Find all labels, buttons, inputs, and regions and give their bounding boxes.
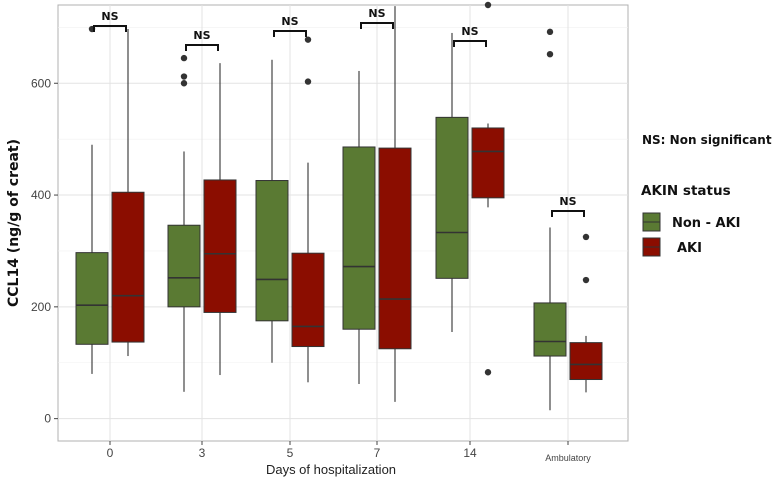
significance-bracket: NS — [551, 195, 585, 217]
outlier-point — [484, 369, 492, 376]
box-non-aki — [435, 32, 469, 332]
significance-label: NS — [101, 10, 118, 23]
significance-bracket: NS — [93, 10, 127, 32]
box-aki — [378, 6, 412, 402]
bracket-line — [93, 25, 127, 32]
box-iqr — [255, 180, 289, 322]
box-series — [75, 1, 603, 411]
box-iqr — [342, 146, 376, 330]
significance-note: NS: Non significant — [642, 133, 772, 147]
significance-bracket: NS — [185, 29, 219, 51]
bracket-line — [273, 30, 307, 37]
box-aki — [569, 233, 603, 393]
box-iqr — [569, 342, 603, 381]
box-aki — [203, 63, 237, 376]
outlier-point — [582, 276, 590, 284]
outlier-point — [546, 50, 554, 58]
outlier-point — [582, 233, 590, 241]
bracket-line — [453, 40, 487, 47]
outlier-point — [484, 1, 492, 9]
y-tick-label: 400 — [31, 188, 51, 202]
y-tick-label: 600 — [31, 76, 51, 90]
box-iqr — [111, 191, 145, 343]
box-non-aki — [255, 59, 289, 363]
box-iqr — [167, 224, 201, 308]
significance-label: NS — [193, 29, 210, 42]
legend-key-aki: AKI — [642, 237, 702, 257]
box-non-aki — [342, 70, 376, 384]
x-tick-label: 3 — [199, 446, 206, 460]
x-tick-label: 14 — [463, 446, 477, 460]
significance-bracket: NS — [360, 7, 394, 29]
legend-key-non-aki: Non - AKI — [642, 212, 741, 232]
x-tick-label: 5 — [287, 446, 294, 460]
box-iqr — [75, 252, 109, 345]
significance-label: NS — [368, 7, 385, 20]
outlier-point — [180, 80, 188, 87]
box-non-aki — [167, 54, 201, 392]
grid-lines — [58, 5, 628, 441]
box-iqr — [533, 302, 567, 357]
significance-label: NS — [559, 195, 576, 208]
x-tick-label: 0 — [107, 446, 114, 460]
legend-title: AKIN status — [641, 183, 731, 199]
y-tick-label: 0 — [44, 412, 51, 426]
significance-label: NS — [281, 15, 298, 28]
legend: AKIN status Non - AKI AKI — [641, 183, 741, 257]
bracket-line — [551, 210, 585, 217]
significance-annotations: NS NS NS NS NS NS — [93, 7, 585, 217]
outlier-point — [304, 78, 312, 85]
legend-label-non-aki: Non - AKI — [672, 216, 741, 231]
y-tick-label: 200 — [31, 300, 51, 314]
outlier-point — [180, 54, 188, 62]
box-iqr — [471, 127, 505, 199]
box-non-aki — [75, 25, 109, 374]
bracket-line — [185, 44, 219, 51]
box-iqr — [291, 252, 325, 348]
x-tick-label: Ambulatory — [545, 453, 591, 463]
box-non-aki — [533, 28, 567, 411]
box-aki — [291, 36, 325, 383]
legend-label-aki: AKI — [677, 241, 702, 256]
outlier-point — [304, 36, 312, 43]
outlier-point — [546, 28, 554, 36]
y-axis-title: CCL14 (ng/g of creat) — [6, 139, 22, 307]
x-tick-label: 7 — [374, 446, 381, 460]
outlier-point — [180, 73, 188, 80]
x-axis-title: Days of hospitalization — [266, 462, 396, 477]
box-aki — [471, 1, 505, 376]
box-aki — [111, 29, 145, 357]
y-axis: 0 200 400 600 — [31, 76, 58, 426]
significance-bracket: NS — [453, 25, 487, 47]
box-iqr — [203, 179, 237, 313]
bracket-line — [360, 22, 394, 29]
x-axis: 0 3 5 7 14 Ambulatory — [107, 441, 591, 463]
significance-bracket: NS — [273, 15, 307, 37]
box-iqr — [378, 147, 412, 350]
significance-label: NS — [461, 25, 478, 38]
box-iqr — [435, 116, 469, 279]
